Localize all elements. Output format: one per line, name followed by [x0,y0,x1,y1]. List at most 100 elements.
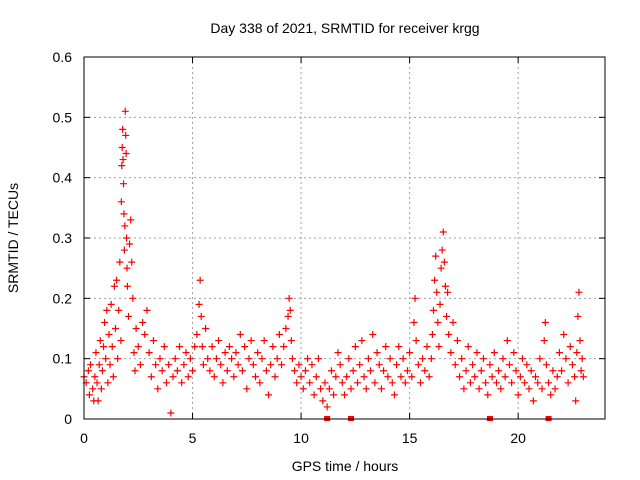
x-tick-label: 15 [402,430,418,446]
data-point [223,367,231,375]
data-point [327,367,335,375]
data-point [464,343,472,351]
data-point [482,379,490,387]
data-point [206,367,214,375]
data-point [145,349,153,357]
data-point [439,228,447,236]
data-point [437,264,445,272]
data-point [107,300,115,308]
data-point [299,385,307,393]
data-point [106,361,114,369]
data-point [571,373,579,381]
data-point [419,355,427,363]
data-point [241,343,249,351]
data-point [471,373,479,381]
data-point [111,325,119,332]
data-point [156,355,164,363]
data-point [444,288,452,296]
data-point [545,379,553,387]
data-point [341,391,348,399]
data-point [466,379,474,387]
data-point [85,391,93,399]
data-point [120,210,128,218]
data-point [399,355,407,363]
data-point [435,343,443,351]
data-point [414,361,422,369]
x-tick-label: 20 [510,430,526,446]
data-point [408,373,416,381]
data-point [562,355,570,363]
data-point [525,385,533,393]
data-point [249,361,257,369]
y-tick-label: 0.2 [53,290,73,306]
x-tick-label: 0 [80,430,88,446]
data-point [403,367,411,375]
data-point [186,355,194,363]
data-point [198,343,206,351]
data-point [286,306,294,314]
data-point [510,349,518,357]
y-axis-label: SRMTID / TECUs [5,183,21,293]
data-point [119,125,127,133]
data-point [523,361,531,369]
data-point [377,385,385,393]
data-point [108,343,116,351]
data-point [501,373,509,381]
data-point [577,367,585,375]
data-point [460,385,468,393]
data-point [219,379,227,387]
data-point [521,379,529,387]
data-point [351,343,359,351]
data-point [197,312,205,320]
data-point [397,373,405,381]
data-point [547,391,555,399]
data-point [354,379,362,387]
data-point [202,325,210,332]
data-point [284,312,292,320]
data-point [204,355,212,363]
data-point [560,331,568,339]
data-point [191,343,199,351]
data-point [165,361,173,369]
data-point [160,343,168,351]
data-point [92,349,100,357]
data-point [87,361,95,369]
data-point [297,373,305,381]
data-point [512,367,520,375]
data-point [345,355,353,363]
data-point [221,349,229,357]
data-point [125,312,133,320]
data-point [131,367,139,375]
data-point [431,276,439,284]
data-point [314,355,322,363]
data-point [436,300,444,308]
data-point [122,131,130,139]
data-point [334,349,342,357]
data-point [410,318,418,326]
data-point [251,373,259,381]
data-point [120,246,128,254]
data-point [118,144,126,151]
data-point [269,343,277,351]
data-point [208,343,216,351]
data-point [176,343,184,351]
data-point [469,361,477,369]
data-point [215,337,223,345]
data-point [505,361,513,369]
data-point [373,349,381,357]
data-point [441,282,449,290]
data-point [497,385,505,393]
data-point [449,318,457,326]
data-point [287,337,295,345]
data-point [230,373,238,381]
data-point [411,294,419,302]
data-point [280,343,288,351]
data-point [195,300,203,308]
data-point [225,343,233,351]
data-point [123,282,131,290]
data-point [132,325,140,332]
data-point [278,361,286,369]
data-point [184,373,192,381]
data-point [360,373,368,381]
data-point [367,367,375,375]
